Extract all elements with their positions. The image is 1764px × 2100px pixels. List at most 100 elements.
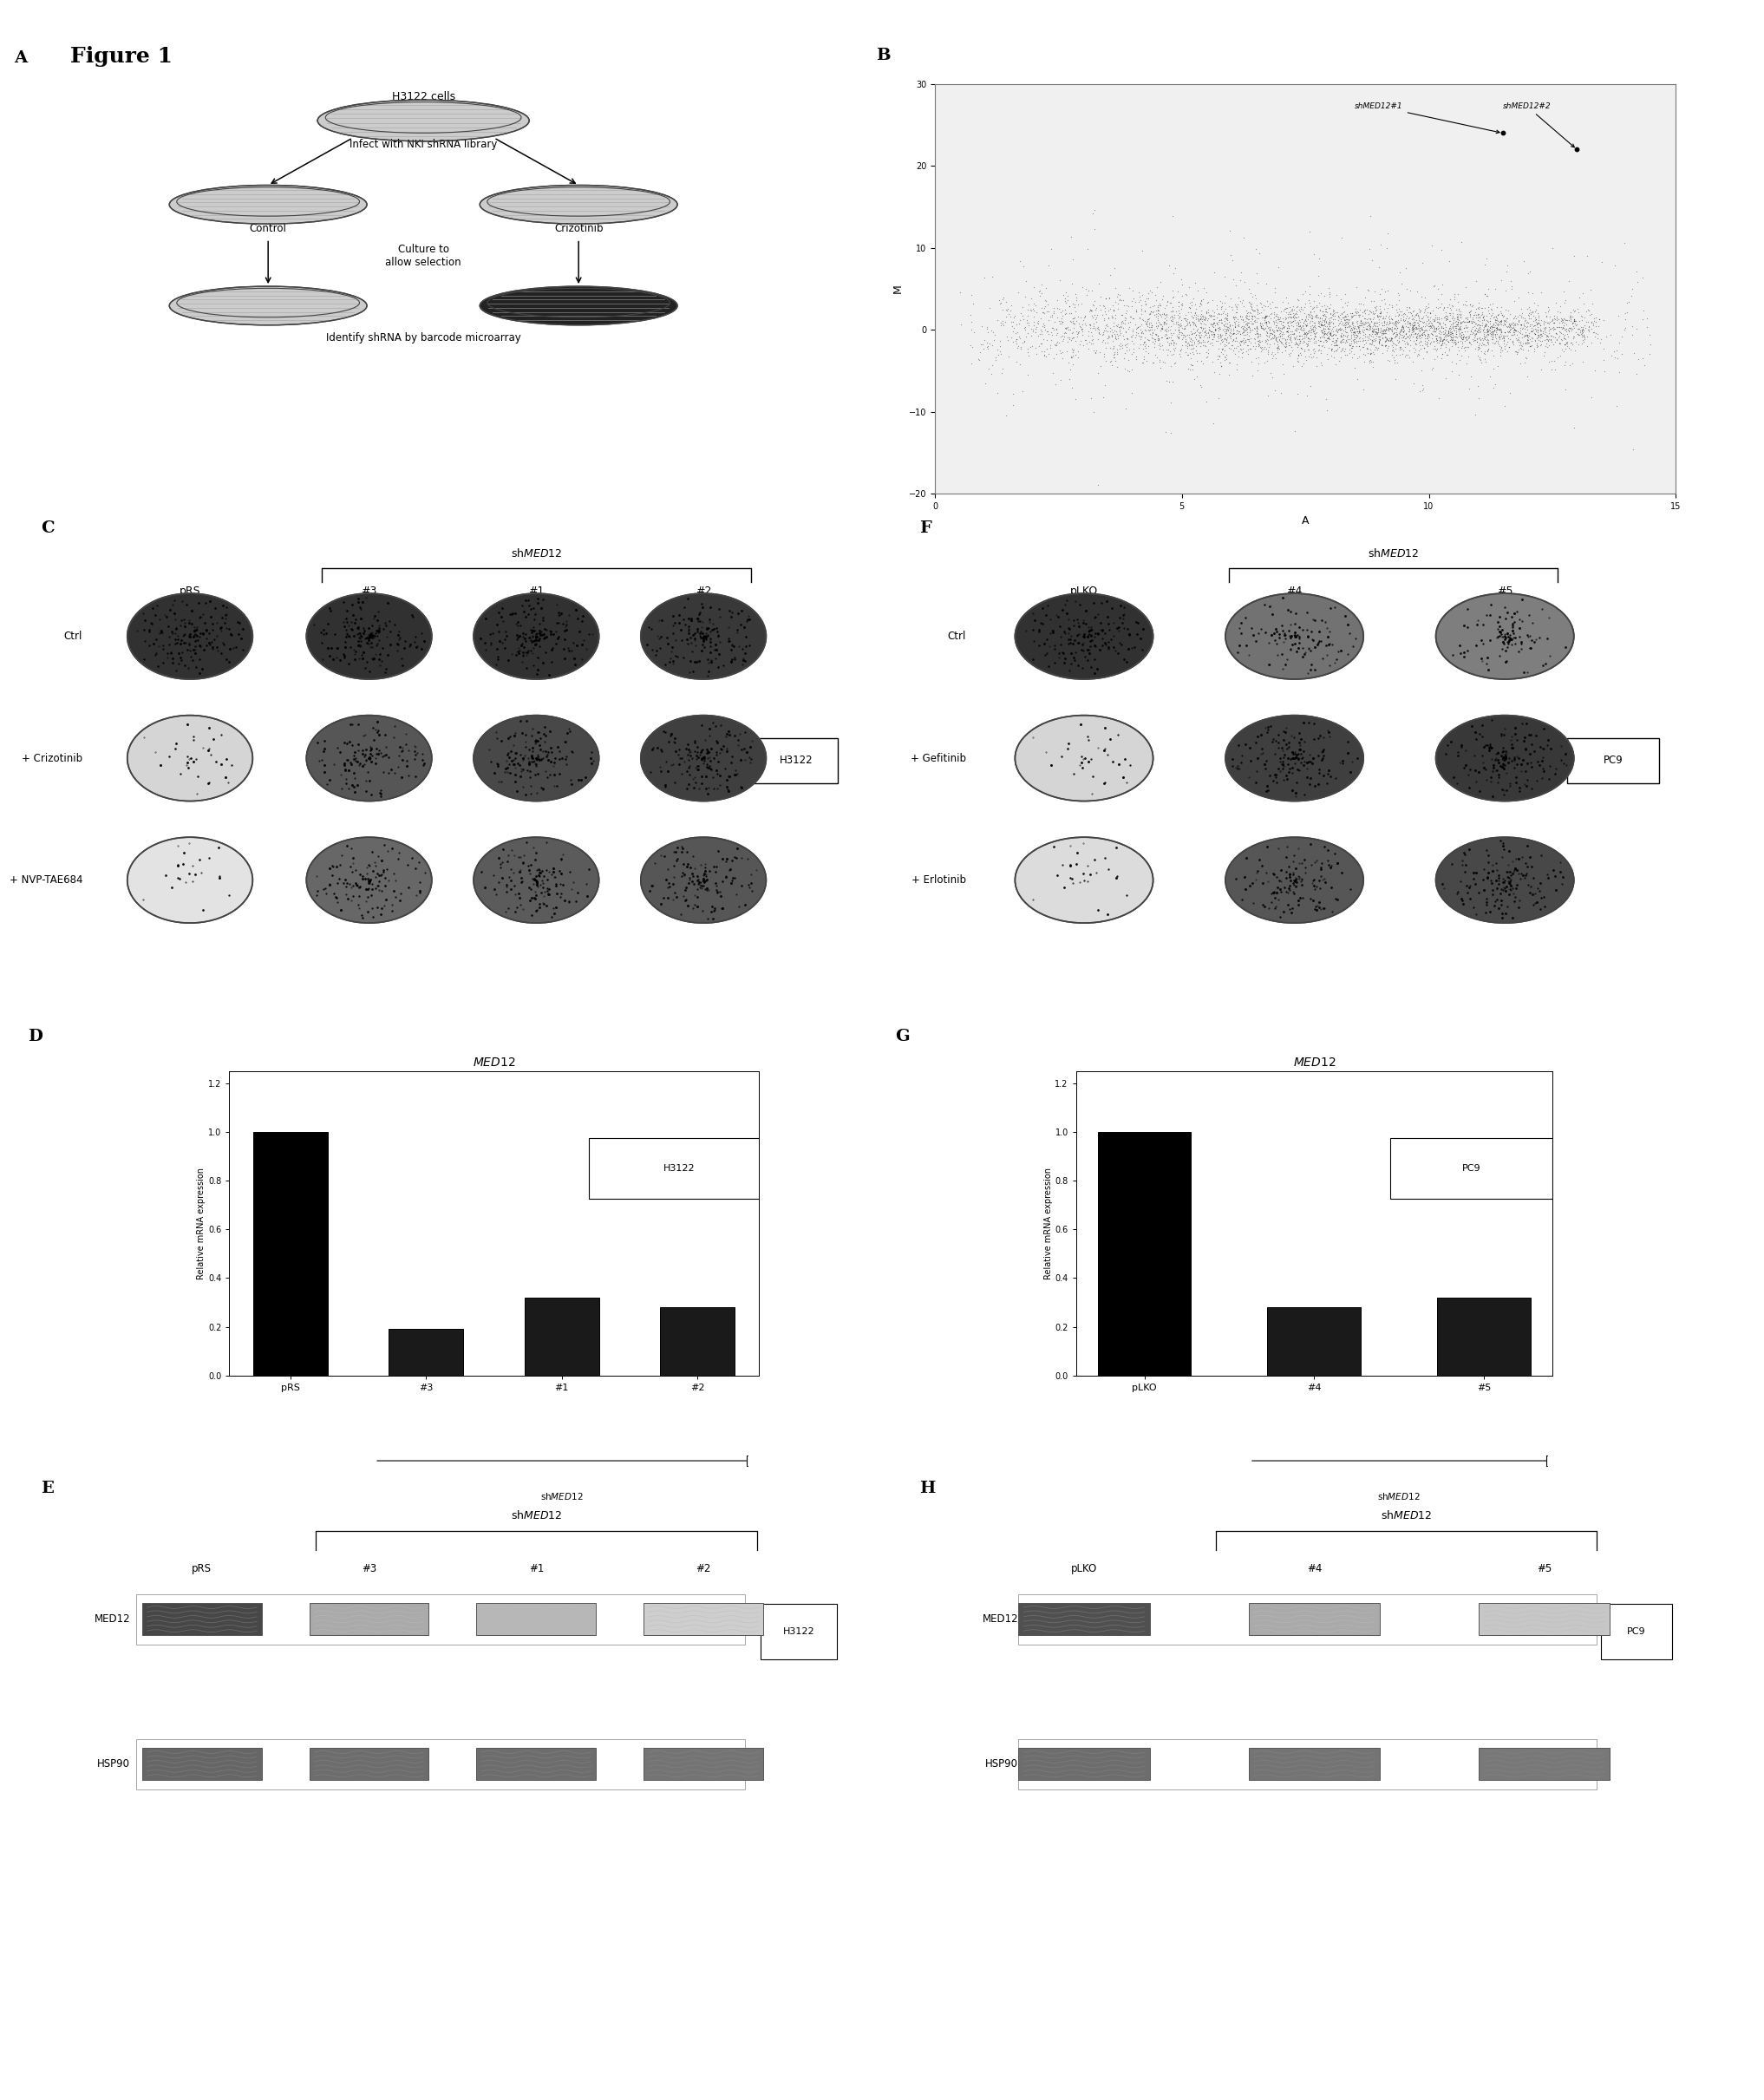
Point xyxy=(1512,319,1540,353)
Point xyxy=(1275,338,1304,372)
Point xyxy=(1397,317,1425,351)
Point xyxy=(1390,321,1418,355)
Point xyxy=(1446,315,1475,349)
Point xyxy=(1349,311,1378,344)
Point xyxy=(1210,328,1238,361)
Point xyxy=(1402,275,1431,309)
Point xyxy=(1307,336,1335,370)
Text: H3122: H3122 xyxy=(780,754,813,767)
Point xyxy=(1311,323,1339,357)
Point xyxy=(1097,319,1125,353)
Point xyxy=(1309,330,1337,363)
Point xyxy=(1131,307,1159,340)
Point xyxy=(1475,304,1503,338)
Point xyxy=(1118,284,1147,317)
Point xyxy=(1208,332,1237,365)
Point xyxy=(1584,321,1612,355)
Point xyxy=(1110,311,1138,344)
Point xyxy=(1185,286,1214,319)
Point xyxy=(1279,302,1307,336)
Point xyxy=(1259,328,1288,361)
Point xyxy=(1476,311,1505,344)
Point xyxy=(1438,290,1466,323)
Point xyxy=(1182,288,1210,321)
Point xyxy=(1300,237,1328,271)
Point xyxy=(983,376,1011,410)
Point xyxy=(1194,296,1222,330)
Point xyxy=(1168,317,1196,351)
Point xyxy=(1461,313,1489,347)
Point xyxy=(1117,300,1145,334)
Point xyxy=(1374,313,1402,347)
Ellipse shape xyxy=(480,286,677,326)
Point xyxy=(1413,336,1441,370)
Point xyxy=(1563,307,1591,340)
Point xyxy=(1127,292,1155,326)
Point xyxy=(1178,353,1207,386)
Point xyxy=(1552,326,1581,359)
Point xyxy=(1189,271,1217,305)
Point xyxy=(1371,328,1399,361)
Bar xyxy=(1438,1298,1531,1376)
Point xyxy=(1364,311,1392,344)
Point xyxy=(1381,304,1409,338)
Point xyxy=(1358,315,1387,349)
Point xyxy=(1252,304,1281,338)
Point xyxy=(1291,302,1319,336)
Point xyxy=(1344,311,1372,344)
Point xyxy=(1305,294,1334,328)
Point xyxy=(1035,248,1064,281)
Point xyxy=(1004,332,1032,365)
Point xyxy=(1383,317,1411,351)
Point xyxy=(1362,313,1390,347)
Point xyxy=(1233,307,1261,340)
Point xyxy=(1312,304,1341,338)
Point xyxy=(1551,328,1579,361)
Point xyxy=(1431,313,1459,347)
Point xyxy=(1298,313,1327,347)
Point xyxy=(1051,294,1080,328)
Point xyxy=(1473,317,1501,351)
Point xyxy=(1521,317,1549,351)
Point xyxy=(1177,290,1205,323)
Point xyxy=(1464,313,1492,347)
Point xyxy=(1478,294,1506,328)
Point xyxy=(1319,292,1348,326)
Point xyxy=(1369,336,1397,370)
Point xyxy=(1291,332,1319,365)
Point xyxy=(1298,315,1327,349)
Point xyxy=(1210,294,1238,328)
Point xyxy=(1203,317,1231,351)
Point xyxy=(1129,326,1157,359)
Point xyxy=(1387,304,1415,338)
Point xyxy=(1244,300,1272,334)
Point xyxy=(1252,309,1281,342)
Point xyxy=(1446,313,1475,347)
Point xyxy=(1485,311,1514,344)
Point xyxy=(1090,294,1118,328)
Point xyxy=(1274,313,1302,347)
Point xyxy=(1378,290,1406,323)
Point xyxy=(1487,334,1515,368)
FancyBboxPatch shape xyxy=(1602,1604,1672,1659)
Point xyxy=(1307,307,1335,340)
Point xyxy=(1464,292,1492,326)
Point xyxy=(1418,309,1446,342)
Point xyxy=(1057,304,1085,338)
Point xyxy=(1556,332,1584,365)
Point xyxy=(1445,313,1473,347)
Point xyxy=(1247,334,1275,368)
Point xyxy=(1242,292,1270,326)
Point xyxy=(1563,317,1591,351)
Point xyxy=(1478,298,1506,332)
Point xyxy=(1263,290,1291,323)
Point xyxy=(1360,309,1388,342)
Point xyxy=(1090,302,1118,336)
Point xyxy=(1187,288,1215,321)
Point xyxy=(1388,319,1416,353)
Point xyxy=(1362,315,1390,349)
Point xyxy=(1561,304,1589,338)
Point xyxy=(1487,321,1515,355)
Point xyxy=(1302,300,1330,334)
Point xyxy=(1004,319,1032,353)
